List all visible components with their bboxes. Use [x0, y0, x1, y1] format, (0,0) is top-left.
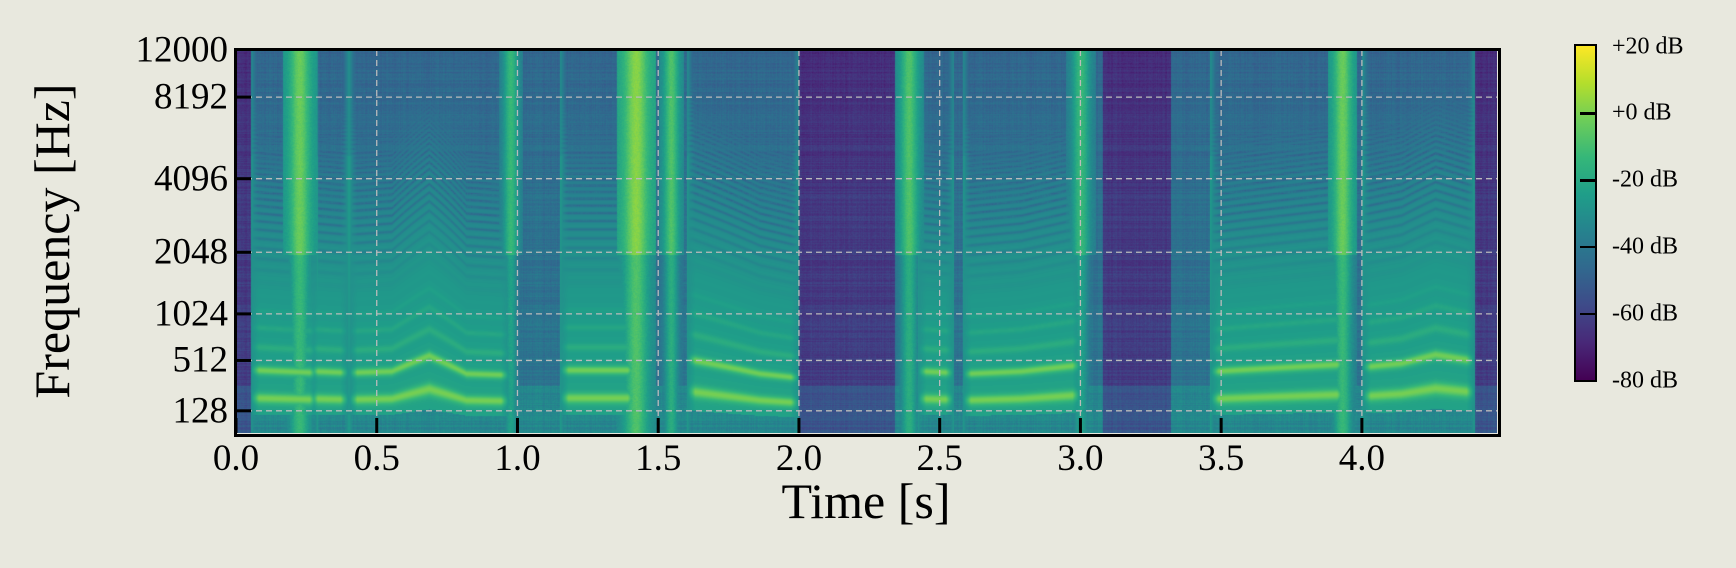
x-tick-label: 0.0: [212, 438, 260, 479]
y-tick-label: 2048: [154, 231, 228, 273]
colorbar-tick-label: +20 dB: [1612, 33, 1684, 59]
x-tick-label: 4.0: [1338, 438, 1386, 479]
colorbar-tick-label: -40 dB: [1612, 233, 1678, 260]
x-axis-label: Time [s]: [781, 473, 951, 529]
colorbar-tick-label: +0 dB: [1612, 99, 1672, 126]
y-tick-label: 512: [172, 339, 229, 381]
colorbar-tick-mark: [1580, 312, 1595, 316]
colorbar-tick-label: -80 dB: [1612, 367, 1678, 393]
y-tick-label: 1024: [154, 293, 228, 335]
grid-and-ticks: [236, 50, 1497, 433]
x-tick-label: 3.0: [1057, 438, 1104, 479]
colorbar: [1574, 44, 1597, 382]
colorbar-tick-label: -60 dB: [1612, 300, 1678, 327]
plot-area: [236, 50, 1497, 433]
colorbar-tick-label: -20 dB: [1612, 166, 1678, 193]
spectrogram-image: [236, 50, 1497, 433]
x-tick-label: 0.5: [353, 438, 400, 479]
y-tick-label: 4096: [154, 158, 228, 200]
x-tick-label: 1.5: [635, 438, 682, 479]
x-tick-label: 1.0: [494, 438, 541, 479]
y-tick-label: 128: [172, 390, 229, 432]
x-tick-label: 3.5: [1198, 438, 1245, 479]
x-tick-label: 2.5: [916, 438, 963, 479]
y-tick-label: 8192: [154, 76, 228, 118]
colorbar-tick-mark: [1580, 245, 1595, 249]
y-axis-label: Frequency [Hz]: [24, 83, 80, 399]
x-tick-label: 2.0: [775, 438, 823, 479]
colorbar-tick-mark: [1580, 179, 1595, 182]
y-tick-label: 12000: [135, 29, 229, 71]
colorbar-tick-mark: [1580, 112, 1595, 115]
